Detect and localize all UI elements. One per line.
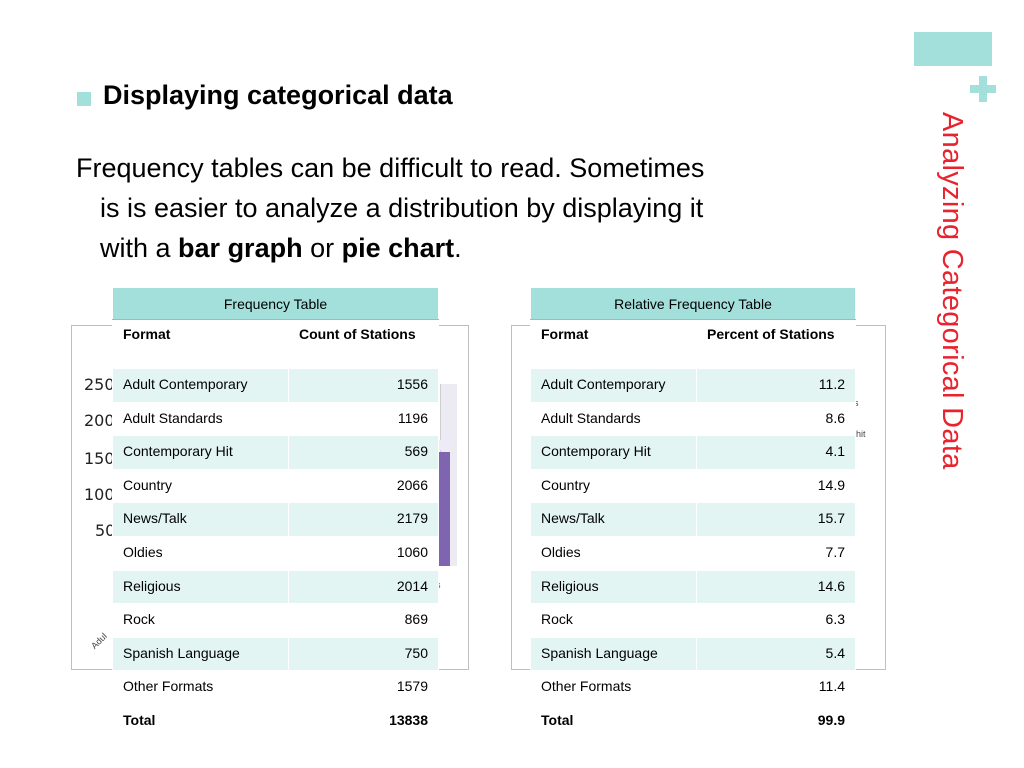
- table-row: Spanish Language 5.4: [530, 636, 856, 672]
- table-row: Contemporary Hit 569: [112, 435, 439, 470]
- table-row: Adult Contemporary 1556: [112, 368, 439, 403]
- percent-cell: 7.7: [696, 535, 856, 571]
- bar-chart-bar: [438, 452, 450, 566]
- percent-cell: 8.6: [696, 401, 856, 437]
- count-cell: 2179: [288, 502, 439, 537]
- total-label: Total: [112, 703, 289, 739]
- format-cell: Religious: [530, 569, 697, 605]
- count-cell: 750: [288, 636, 439, 672]
- count-cell: 569: [288, 435, 439, 470]
- y-tick-label: 150: [84, 449, 115, 468]
- format-cell: Oldies: [112, 535, 289, 571]
- percent-cell: 14.6: [696, 569, 856, 605]
- body-line-2: is is easier to analyze a distribution b…: [100, 193, 704, 223]
- pie-chart-term: pie chart: [341, 233, 455, 263]
- format-cell: Religious: [112, 569, 289, 605]
- pie-label: s: [854, 398, 859, 408]
- y-tick-label: 200: [84, 411, 115, 430]
- body-line-3-pre: with a: [100, 233, 179, 263]
- format-cell: Country: [530, 468, 697, 504]
- pie-label: hit: [856, 429, 866, 439]
- format-cell: News/Talk: [112, 502, 289, 537]
- total-label: Total: [530, 703, 697, 739]
- body-line-3-post: .: [454, 233, 462, 263]
- table-row: Spanish Language 750: [112, 636, 439, 672]
- table-row: Contemporary Hit 4.1: [530, 435, 856, 470]
- table-row: News/Talk 2179: [112, 502, 439, 537]
- body-paragraph: Frequency tables can be difficult to rea…: [76, 148, 906, 268]
- format-cell: Other Formats: [530, 670, 697, 705]
- format-cell: Other Formats: [112, 670, 289, 705]
- percent-cell: 11.4: [696, 670, 856, 705]
- total-value: 13838: [288, 703, 439, 739]
- format-cell: Contemporary Hit: [112, 435, 289, 470]
- format-cell: Adult Contemporary: [530, 368, 697, 403]
- table-row: Country 2066: [112, 468, 439, 504]
- table-row: Adult Standards 1196: [112, 401, 439, 437]
- format-cell: Oldies: [530, 535, 697, 571]
- percent-cell: 6.3: [696, 603, 856, 638]
- percent-cell: 15.7: [696, 502, 856, 537]
- table-row: Oldies 7.7: [530, 535, 856, 571]
- format-cell: Adult Standards: [112, 401, 289, 437]
- table-row: Adult Standards 8.6: [530, 401, 856, 437]
- format-cell: Rock: [530, 603, 697, 638]
- total-value: 99.9: [696, 703, 856, 739]
- format-cell: Country: [112, 468, 289, 504]
- slide-heading: Displaying categorical data: [103, 80, 453, 110]
- plus-icon: [968, 74, 998, 104]
- bar-chart-bar: [438, 440, 450, 450]
- count-cell: 1196: [288, 401, 439, 437]
- table-title: Relative Frequency Table: [530, 287, 856, 320]
- body-line-1: Frequency tables can be difficult to rea…: [76, 153, 705, 183]
- percent-cell: 5.4: [696, 636, 856, 672]
- table-row: Other Formats 1579: [112, 670, 439, 705]
- format-cell: Spanish Language: [112, 636, 289, 672]
- table-row: Oldies 1060: [112, 535, 439, 571]
- total-row: Total 13838: [112, 703, 439, 739]
- table-title: Frequency Table: [112, 287, 439, 320]
- format-cell: News/Talk: [530, 502, 697, 537]
- percent-cell: 11.2: [696, 368, 856, 403]
- column-header-format: Format: [530, 319, 697, 369]
- table-row: Rock 6.3: [530, 603, 856, 638]
- column-header-format: Format: [112, 319, 289, 369]
- column-header-count: Count of Stations: [288, 319, 439, 369]
- y-tick-label: 250: [84, 375, 115, 394]
- bar-graph-term: bar graph: [178, 233, 303, 263]
- count-cell: 1556: [288, 368, 439, 403]
- y-tick-label: 50: [95, 521, 116, 540]
- count-cell: 2066: [288, 468, 439, 504]
- table-row: Rock 869: [112, 603, 439, 638]
- percent-cell: 14.9: [696, 468, 856, 504]
- side-title: Analyzing Categorical Data: [936, 112, 968, 470]
- body-line-3-mid: or: [302, 233, 342, 263]
- accent-block: [914, 32, 992, 66]
- table-row: Religious 14.6: [530, 569, 856, 605]
- count-cell: 869: [288, 603, 439, 638]
- table-row: Other Formats 11.4: [530, 670, 856, 705]
- table-row: Adult Contemporary 11.2: [530, 368, 856, 403]
- count-cell: 1060: [288, 535, 439, 571]
- column-header-percent: Percent of Stations: [696, 319, 856, 369]
- table-row: Religious 2014: [112, 569, 439, 605]
- y-tick-label: 100: [84, 485, 115, 504]
- count-cell: 2014: [288, 569, 439, 605]
- body-line-3: with a bar graph or pie chart.: [76, 228, 906, 268]
- format-cell: Rock: [112, 603, 289, 638]
- count-cell: 1579: [288, 670, 439, 705]
- table-row: Country 14.9: [530, 468, 856, 504]
- percent-cell: 4.1: [696, 435, 856, 470]
- format-cell: Spanish Language: [530, 636, 697, 672]
- frequency-table: Frequency Table Format Count of Stations…: [112, 287, 439, 739]
- relative-frequency-table: Relative Frequency Table Format Percent …: [530, 287, 856, 739]
- format-cell: Adult Contemporary: [112, 368, 289, 403]
- bullet-icon: [77, 92, 91, 106]
- format-cell: Contemporary Hit: [530, 435, 697, 470]
- format-cell: Adult Standards: [530, 401, 697, 437]
- total-row: Total 99.9: [530, 703, 856, 739]
- table-row: News/Talk 15.7: [530, 502, 856, 537]
